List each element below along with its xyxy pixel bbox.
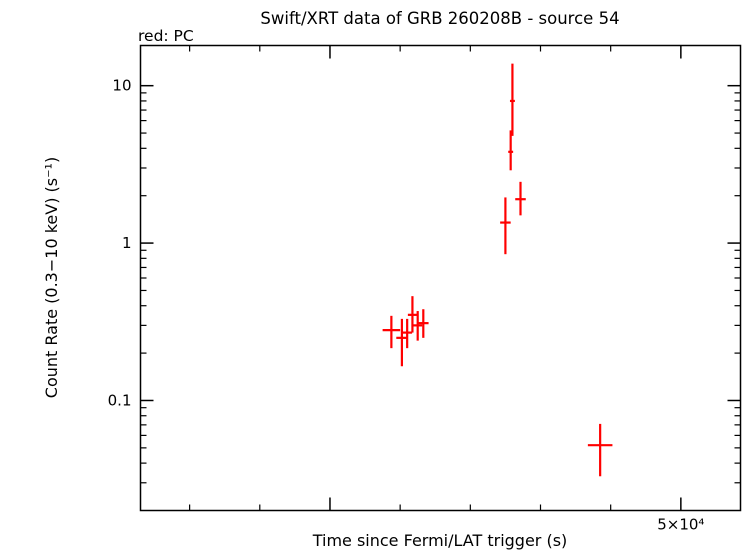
legend-mode-label: red: PC bbox=[138, 27, 194, 45]
y-axis-label: Count Rate (0.3−10 keV) (s⁻¹) bbox=[42, 157, 61, 398]
axis-ticks: 5×10⁴ 10 1 0.1 bbox=[108, 45, 741, 534]
y-tick-label: 0.1 bbox=[108, 391, 132, 409]
y-tick-label: 1 bbox=[122, 234, 132, 252]
x-tick-label: 5×10⁴ bbox=[657, 516, 704, 534]
plot-frame bbox=[139, 44, 742, 512]
y-tick-label: 10 bbox=[112, 77, 131, 95]
x-axis-label: Time since Fermi/LAT trigger (s) bbox=[312, 531, 568, 550]
data-points bbox=[382, 63, 613, 477]
chart-title: Swift/XRT data of GRB 260208B - source 5… bbox=[260, 9, 619, 28]
